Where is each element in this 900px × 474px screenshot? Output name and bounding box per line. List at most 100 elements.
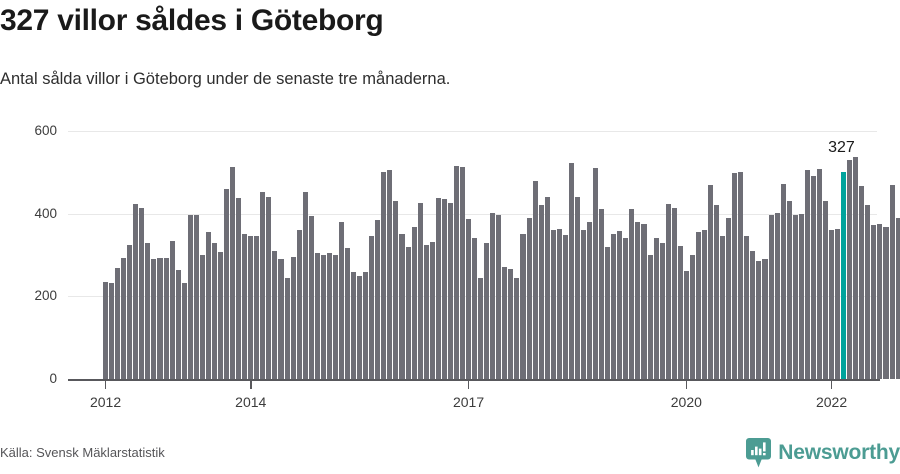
bar[interactable] — [593, 168, 599, 379]
bar[interactable] — [720, 236, 726, 379]
bar[interactable] — [889, 184, 895, 379]
bar[interactable] — [556, 229, 562, 379]
bar[interactable] — [478, 278, 484, 379]
bar[interactable] — [417, 203, 423, 379]
bar[interactable] — [163, 258, 169, 379]
bar[interactable] — [708, 184, 714, 379]
bar[interactable] — [157, 258, 163, 379]
bar[interactable] — [520, 233, 526, 379]
bar[interactable] — [810, 176, 816, 379]
bar[interactable] — [580, 230, 587, 379]
bar[interactable] — [429, 241, 435, 379]
bar[interactable] — [496, 214, 502, 379]
bar[interactable] — [248, 236, 254, 379]
bar[interactable] — [865, 204, 871, 379]
bar[interactable] — [490, 212, 496, 379]
bar[interactable] — [738, 172, 744, 379]
bar[interactable] — [671, 207, 677, 379]
bar[interactable] — [816, 169, 822, 379]
bar[interactable] — [405, 246, 411, 379]
bar[interactable] — [284, 278, 290, 379]
bar[interactable] — [472, 238, 478, 379]
bar[interactable] — [653, 238, 659, 379]
bar[interactable] — [502, 267, 508, 379]
bar[interactable] — [187, 214, 193, 379]
bar[interactable] — [568, 163, 574, 379]
bar[interactable] — [695, 232, 701, 379]
bar[interactable] — [774, 212, 780, 379]
bar[interactable] — [175, 270, 181, 379]
bar[interactable] — [459, 167, 466, 379]
bar[interactable] — [399, 234, 405, 379]
bar[interactable] — [266, 197, 272, 379]
bar[interactable] — [629, 208, 635, 379]
bar[interactable] — [211, 242, 217, 379]
bar[interactable] — [411, 226, 417, 379]
bar[interactable] — [302, 192, 308, 379]
bar[interactable] — [151, 259, 157, 379]
bar[interactable] — [484, 242, 490, 379]
bar[interactable] — [611, 233, 617, 379]
bar[interactable] — [387, 169, 393, 379]
bar[interactable] — [786, 201, 792, 379]
bar[interactable] — [423, 244, 429, 379]
bar[interactable] — [792, 214, 798, 379]
bar[interactable] — [466, 219, 472, 379]
bar[interactable] — [217, 251, 224, 379]
bar[interactable] — [121, 258, 127, 379]
bar[interactable] — [381, 172, 387, 379]
bar[interactable] — [762, 259, 768, 379]
bar[interactable] — [701, 230, 708, 379]
bar[interactable] — [332, 255, 338, 379]
bar[interactable] — [665, 203, 671, 379]
bar[interactable] — [829, 230, 835, 379]
bar[interactable] — [453, 165, 459, 379]
bar[interactable] — [181, 283, 187, 379]
bar[interactable] — [363, 271, 369, 379]
bar[interactable] — [859, 185, 865, 379]
bar[interactable] — [895, 217, 900, 379]
bar[interactable] — [441, 199, 447, 379]
bar[interactable] — [127, 244, 133, 379]
bar[interactable] — [447, 203, 453, 379]
bar[interactable] — [883, 226, 889, 379]
bar[interactable] — [393, 201, 399, 379]
bar[interactable] — [345, 247, 351, 379]
bar[interactable] — [109, 283, 115, 379]
bar[interactable] — [224, 188, 230, 379]
bar[interactable] — [278, 259, 284, 379]
bar[interactable] — [254, 236, 260, 379]
bar[interactable] — [871, 225, 877, 379]
newsworthy-logo[interactable]: Newsworthy — [746, 438, 900, 468]
bar[interactable] — [623, 237, 629, 379]
bar[interactable] — [230, 166, 236, 379]
bar[interactable] — [617, 231, 623, 379]
bar[interactable] — [193, 215, 199, 379]
bar[interactable] — [835, 228, 841, 379]
bar[interactable] — [756, 260, 762, 379]
bar[interactable] — [199, 255, 205, 379]
bar[interactable] — [683, 270, 689, 379]
bar[interactable] — [351, 271, 357, 379]
bar[interactable] — [260, 192, 266, 379]
bar[interactable] — [641, 224, 647, 379]
bar[interactable] — [677, 245, 683, 379]
bar[interactable] — [574, 197, 580, 379]
bar[interactable] — [308, 215, 314, 379]
bar[interactable] — [714, 205, 720, 379]
bar[interactable] — [296, 230, 302, 379]
bar-highlighted[interactable] — [841, 172, 847, 379]
bar[interactable] — [689, 255, 695, 379]
bar[interactable] — [744, 236, 750, 379]
bar[interactable] — [375, 219, 381, 379]
bar[interactable] — [236, 197, 242, 379]
bar[interactable] — [804, 170, 810, 379]
bar[interactable] — [314, 252, 320, 379]
bar[interactable] — [435, 197, 441, 379]
bar[interactable] — [169, 240, 175, 379]
bar[interactable] — [798, 213, 804, 379]
bar[interactable] — [103, 281, 109, 379]
bar[interactable] — [532, 181, 538, 379]
bar[interactable] — [659, 242, 665, 379]
bar[interactable] — [587, 221, 593, 379]
